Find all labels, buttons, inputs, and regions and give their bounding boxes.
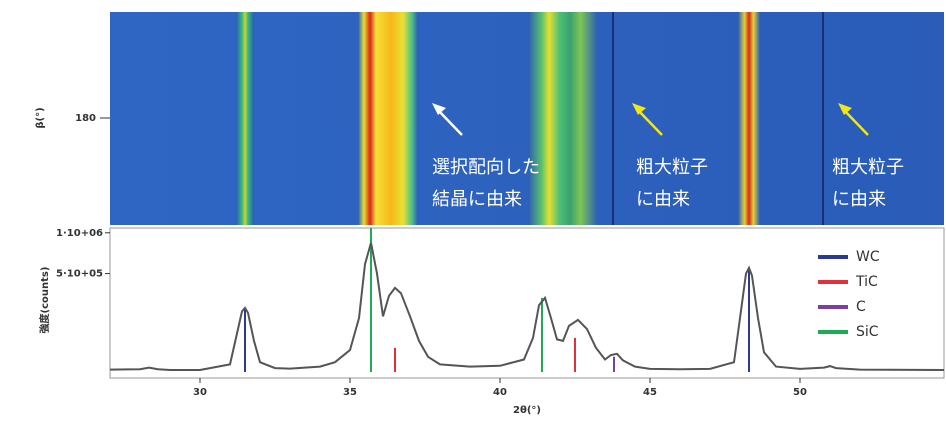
legend-label: C xyxy=(856,299,866,315)
x-axis-label: 2θ(°) xyxy=(513,405,541,416)
legend-label: WC xyxy=(856,249,880,265)
y-axis-label: 強度(counts) xyxy=(38,267,51,334)
x-tick-label: 40 xyxy=(493,387,507,398)
annotation: 粗大粒子 xyxy=(832,157,904,178)
arrow-head xyxy=(632,103,646,115)
arrow-head xyxy=(838,103,852,115)
x-tick-label: 30 xyxy=(193,387,207,398)
image-stripe xyxy=(236,12,254,225)
x-tick-label: 35 xyxy=(343,387,357,398)
image-stripe xyxy=(738,12,760,225)
annotation: 結晶に由来 xyxy=(432,189,522,210)
image-y-tick-label: 180 xyxy=(75,113,96,124)
diffraction-image: 選択配向した 結晶に由来 粗大粒子 に由来 粗大粒子 に由来 β(°) 180 xyxy=(35,12,944,225)
annotation: 粗大粒子 xyxy=(636,157,708,178)
legend-label: TiC xyxy=(855,274,878,290)
plot-area xyxy=(109,227,945,379)
arrow-head xyxy=(432,103,446,115)
legend-label: SiC xyxy=(856,324,879,340)
image-stripe xyxy=(358,12,418,225)
y-tick-label: 1·10+06 xyxy=(56,228,103,239)
image-background xyxy=(110,12,944,225)
image-y-label: β(°) xyxy=(35,107,46,128)
x-tick-label: 45 xyxy=(643,387,657,398)
image-stripe xyxy=(528,12,598,225)
intensity-line xyxy=(109,242,945,371)
y-tick-label: 5·10+05 xyxy=(56,269,103,280)
annotation: 選択配向した xyxy=(432,157,540,178)
annotation: に由来 xyxy=(636,189,690,210)
annotation: に由来 xyxy=(832,189,886,210)
x-tick-label: 50 xyxy=(793,387,807,398)
